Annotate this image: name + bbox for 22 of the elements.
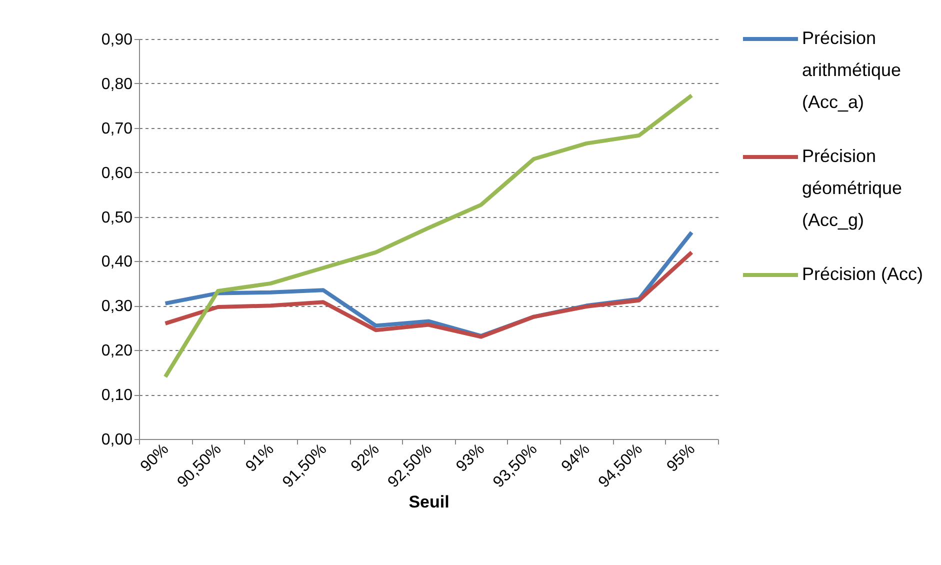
y-tick-label: 0,80 xyxy=(101,76,133,93)
x-tick-label: 95% xyxy=(664,440,699,476)
y-tick-label: 0,10 xyxy=(101,387,133,404)
y-tick-label: 0,70 xyxy=(101,120,133,138)
x-tick-label: 91% xyxy=(242,440,278,476)
y-tick-label: 0,30 xyxy=(101,298,133,316)
y-tick-label: 0,40 xyxy=(101,254,133,271)
legend-label: Précision géométrique (Acc_g) xyxy=(802,146,902,230)
x-axis-title: Seuil xyxy=(408,492,450,512)
line-series xyxy=(163,93,694,379)
y-tick-label: 0,50 xyxy=(101,209,133,226)
legend-label: Précision (Acc) xyxy=(802,264,924,284)
legend-label: Précision arithmétique (Acc_a) xyxy=(802,28,902,112)
y-tick-label: 0,60 xyxy=(101,164,133,182)
line-series xyxy=(163,250,694,339)
y-tick-label: 0,20 xyxy=(101,342,133,360)
x-tick-label: 90% xyxy=(138,440,172,476)
x-tick-label: 93% xyxy=(453,440,488,476)
y-tick-label: 0,90 xyxy=(101,32,133,48)
x-tick-label: 94% xyxy=(558,440,594,476)
x-tick-label: 92% xyxy=(348,440,383,476)
y-tick-label: 0,00 xyxy=(101,432,133,448)
